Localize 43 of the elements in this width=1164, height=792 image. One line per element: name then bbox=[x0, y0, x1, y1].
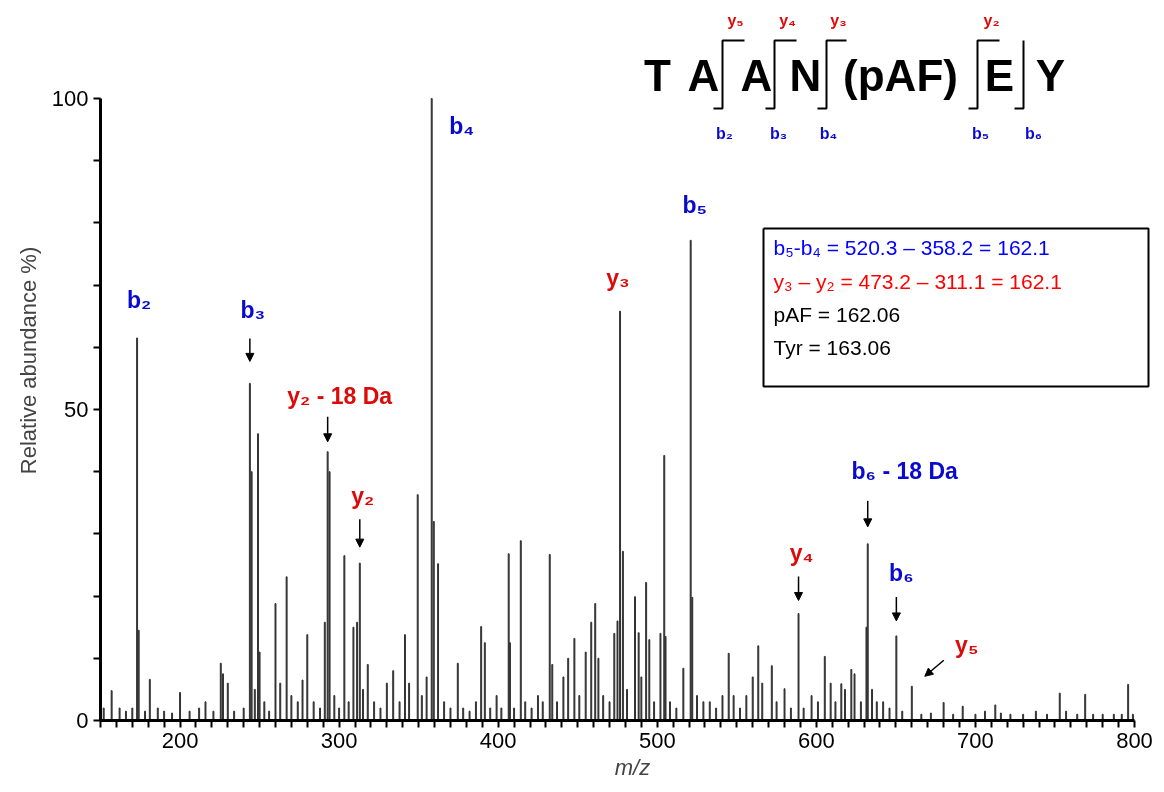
annotation: (pAF) bbox=[843, 51, 958, 100]
annotation: b₃ bbox=[769, 125, 788, 142]
annotation: A bbox=[740, 51, 773, 100]
annotation: b₅-b₄ = 520.3 – 358.2 = 162.1 bbox=[773, 236, 1050, 259]
y-tick-label: 50 bbox=[64, 397, 89, 422]
annotation: b₆ - 18 Da bbox=[851, 457, 959, 484]
x-tick-label: 500 bbox=[638, 727, 676, 753]
x-axis-title: m/z bbox=[614, 754, 651, 780]
annotation: y₃ bbox=[606, 265, 630, 292]
annotation: b₂ bbox=[716, 125, 733, 142]
x-tick-label: 200 bbox=[161, 727, 199, 753]
x-tick-label: 400 bbox=[479, 727, 517, 753]
annotation: y₂ - 18 Da bbox=[287, 382, 393, 409]
annotation: y₄ bbox=[789, 539, 814, 566]
annotation: N bbox=[789, 51, 822, 100]
annotation: y₃ – y₂ = 473.2 – 311.1 = 162.1 bbox=[773, 270, 1062, 293]
text: y₂ bbox=[983, 12, 1000, 29]
annotation: b₆ bbox=[889, 559, 914, 586]
text: y₄ bbox=[779, 12, 796, 29]
x-tick-label: 700 bbox=[957, 727, 994, 753]
x-tick-label: 800 bbox=[1116, 727, 1153, 753]
y-tick-label: 100 bbox=[51, 86, 89, 111]
annotation: b₅ bbox=[971, 125, 990, 142]
annotation: y₅ bbox=[955, 632, 979, 659]
annotation: Tyr = 163.06 bbox=[773, 336, 891, 359]
x-tick-label: 300 bbox=[320, 727, 358, 753]
annotation: b₂ bbox=[126, 286, 152, 313]
annotation: Y bbox=[1035, 51, 1066, 100]
x-tick-label: 600 bbox=[797, 727, 835, 753]
annotation: E bbox=[984, 51, 1015, 100]
annotation: b₆ bbox=[1024, 125, 1043, 142]
annotation: A bbox=[687, 51, 720, 100]
annotation: b₅ bbox=[682, 192, 707, 219]
annotation: b₄ bbox=[819, 125, 838, 142]
text: y₅ bbox=[727, 12, 744, 29]
annotation: pAF = 162.06 bbox=[773, 303, 901, 326]
annotation: b₄ bbox=[449, 112, 475, 139]
annotation: b₃ bbox=[240, 297, 266, 324]
y-tick-label: 0 bbox=[76, 708, 89, 733]
text: y₃ bbox=[830, 12, 847, 29]
annotation: y₂ bbox=[351, 483, 375, 510]
annotation: T bbox=[644, 51, 672, 100]
y-axis-title: Relative abundance %) bbox=[15, 246, 41, 475]
